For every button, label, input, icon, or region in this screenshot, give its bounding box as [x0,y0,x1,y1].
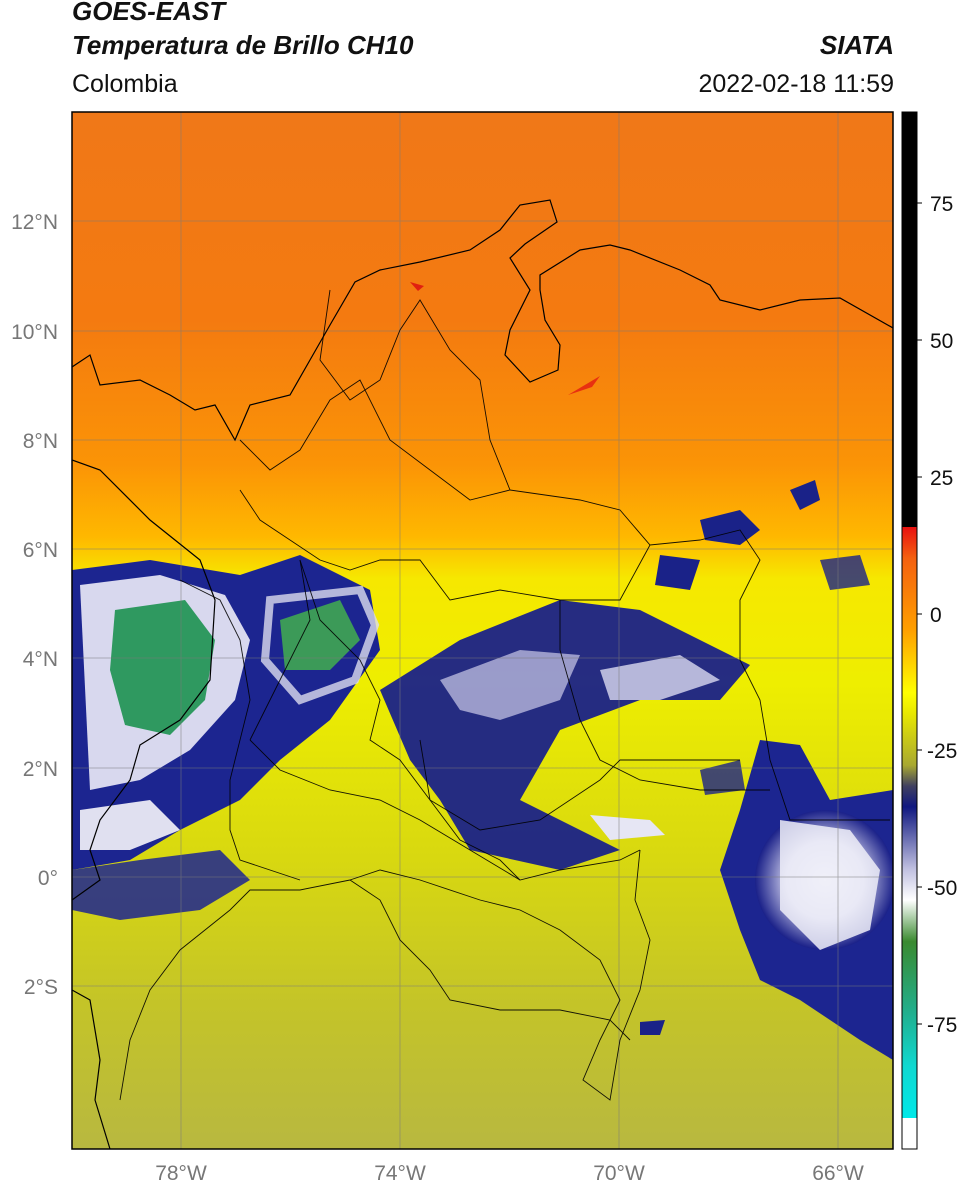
colorbar-tick: 25 [930,467,953,490]
colorbar-tick: -50 [927,877,957,900]
cold-top-central [280,600,360,670]
colorbar-tick: -25 [927,740,957,763]
source-label: SIATA [819,30,894,60]
lat-label: 12°N [11,211,58,234]
lat-label: 6°N [23,539,58,562]
gridlines [72,112,893,1149]
cloud-band-core [600,655,720,700]
admin-boundaries [119,289,890,1101]
lon-label: 74°W [374,1162,426,1185]
lat-label: 2°S [24,976,58,999]
lat-label: 2°N [23,758,58,781]
cloud-cell [700,760,745,795]
cloud-core-east [780,820,880,950]
cloud-cell [640,1020,665,1035]
lon-label: 66°W [812,1162,864,1185]
region-label: Colombia [72,70,178,98]
cloud-band-core [590,815,665,840]
cold-top-west [110,600,215,735]
product-title: Temperatura de Brillo CH10 [72,30,414,60]
cold-top-central-rim [260,585,380,705]
hot-spot [568,376,600,395]
cloud-band-core [440,650,580,720]
cloud-cell [790,480,820,510]
map-frame [71,111,894,1150]
cloud-cell [655,555,700,590]
colorbar: 75 50 25 0 -25 -50 -75 [901,111,957,1150]
hot-spot [410,282,424,291]
satellite-title: GOES-EAST [72,0,226,26]
cloud-system-sw [72,850,250,920]
lat-label: 0° [38,867,58,890]
datetime-label: 2022-02-18 11:59 [698,70,894,98]
lat-label: 4°N [23,648,58,671]
colorbar-tick: 50 [930,330,953,353]
cloud-cell [820,555,870,590]
colorbar-tick: -75 [927,1014,957,1037]
lon-label: 78°W [155,1162,207,1185]
colorbar-tick: 75 [930,193,953,216]
lon-label: 70°W [593,1162,645,1185]
colorbar-gradient [901,111,918,1150]
lat-label: 8°N [23,430,58,453]
coastlines [72,199,893,1149]
lat-label: 10°N [11,321,58,344]
colorbar-tick: 0 [930,604,942,627]
